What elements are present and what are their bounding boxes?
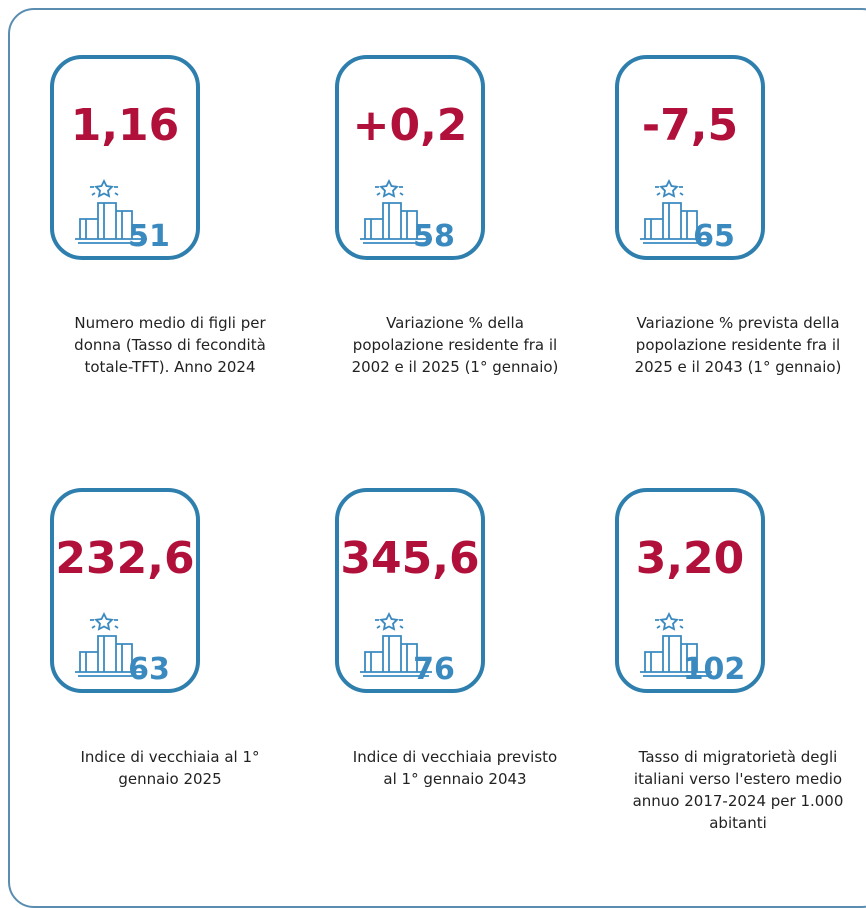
indicator-value: 232,6: [55, 533, 195, 584]
podium-icon: [640, 611, 712, 677]
icon-wrap: [355, 610, 435, 684]
indicator-card: 3,20 102: [615, 488, 765, 693]
podium-icon: [360, 611, 432, 677]
indicator-value: +0,2: [352, 100, 468, 151]
indicator-description: Tasso di migratorietà degli italiani ver…: [632, 748, 844, 832]
rank-value: 76: [413, 652, 455, 687]
icon-wrap: [70, 177, 150, 251]
podium-icon: [360, 178, 432, 244]
indicator-card: -7,5 65: [615, 55, 765, 260]
indicator-description: Variazione % della popolazione residente…: [351, 314, 559, 376]
indicator-description: Indice di vecchiaia al 1° gennaio 2025: [80, 748, 260, 788]
indicator-value: -7,5: [641, 100, 739, 151]
indicator-card: +0,2 58: [335, 55, 485, 260]
rank-value: 65: [693, 219, 735, 254]
indicator-card: 345,6 76: [335, 488, 485, 693]
indicator-value: 1,16: [70, 100, 180, 151]
podium-icon: [640, 178, 712, 244]
podium-icon: [75, 611, 147, 677]
rank-value: 51: [128, 219, 170, 254]
indicator-value: 345,6: [340, 533, 480, 584]
icon-wrap: [70, 610, 150, 684]
rank-value: 102: [682, 652, 746, 687]
indicator-description: Numero medio di figli per donna (Tasso d…: [74, 314, 266, 376]
page: (() => { const data = JSON.parse(documen…: [8, 8, 866, 908]
rank-value: 58: [413, 219, 455, 254]
indicator-card: 1,16 51: [50, 55, 200, 260]
podium-icon: [75, 178, 147, 244]
indicator-description: Variazione % prevista della popolazione …: [634, 314, 842, 376]
indicator-description: Indice di vecchiaia previsto al 1° genna…: [352, 748, 558, 788]
indicator-card: 232,6 63: [50, 488, 200, 693]
icon-wrap: [635, 610, 715, 684]
icon-wrap: [355, 177, 435, 251]
indicator-value: 3,20: [635, 533, 745, 584]
icon-wrap: [635, 177, 715, 251]
rank-value: 63: [128, 652, 170, 687]
